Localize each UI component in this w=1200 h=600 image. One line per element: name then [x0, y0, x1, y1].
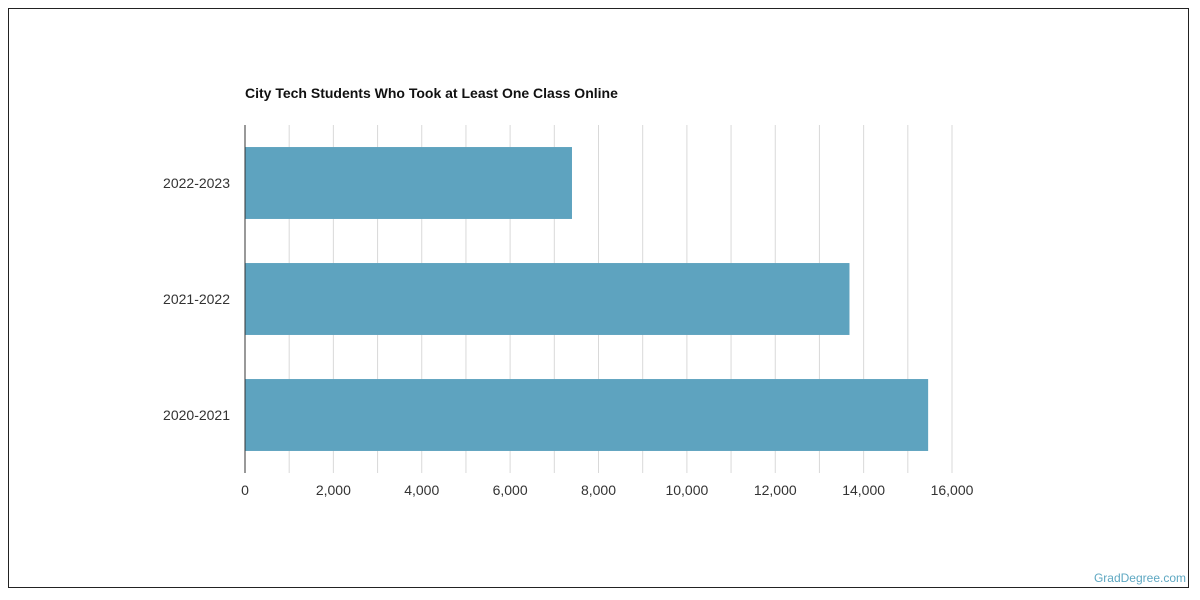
y-tick-label: 2022-2023	[163, 175, 230, 191]
bar-2020-2021	[245, 379, 929, 451]
x-tick-label: 16,000	[931, 482, 974, 498]
x-tick-label: 14,000	[842, 482, 885, 498]
source-credit-link[interactable]: GradDegree.com	[1093, 571, 1186, 585]
bar-2022-2023	[245, 147, 572, 219]
y-tick-label: 2020-2021	[163, 407, 230, 423]
x-tick-label: 0	[241, 482, 249, 498]
x-tick-label: 2,000	[316, 482, 351, 498]
bars	[245, 147, 929, 451]
x-tick-label: 6,000	[493, 482, 528, 498]
bar-2021-2022	[245, 263, 850, 335]
x-tick-label: 10,000	[665, 482, 708, 498]
chart-title: City Tech Students Who Took at Least One…	[245, 85, 618, 101]
y-tick-label: 2021-2022	[163, 291, 230, 307]
x-tick-label: 8,000	[581, 482, 616, 498]
x-tick-label: 12,000	[754, 482, 797, 498]
x-tick-label: 4,000	[404, 482, 439, 498]
tick-labels: 2022-2023 2021-2022 2020-2021 0 2,000 4,000 6,…	[163, 175, 974, 498]
